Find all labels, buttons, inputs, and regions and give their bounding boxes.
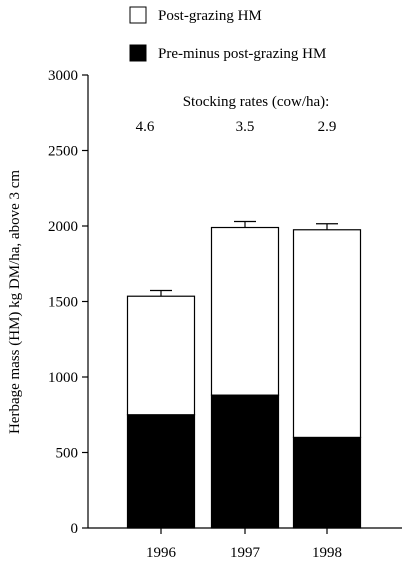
y-axis-label: Herbage mass (HM) kg DM/ha, above 3 cm [7, 170, 23, 434]
bar-segment-pre-minus-post [292, 436, 362, 529]
x-tick-label: 1996 [146, 545, 177, 561]
y-tick-label: 1000 [48, 370, 78, 386]
y-tick-label: 500 [56, 446, 79, 462]
stocking-rates-title: Stocking rates (cow/ha): [183, 94, 330, 110]
legend-swatch-pre-minus-post [129, 44, 147, 62]
bars [126, 220, 362, 529]
legend-label-pre-minus-post: Pre-minus post-grazing HM [158, 46, 326, 62]
y-tick-label: 0 [71, 521, 79, 537]
stocking-rate-value: 4.6 [136, 119, 155, 135]
bar-segment-post-grazing [210, 226, 280, 396]
bar-segment-pre-minus-post [126, 414, 196, 529]
annotations: Stocking rates (cow/ha): 4.6 3.5 2.9 [136, 94, 337, 135]
stocking-rate-value: 3.5 [236, 119, 255, 135]
x-tick-label: 1998 [312, 545, 342, 561]
bar-segment-pre-minus-post [210, 394, 280, 529]
legend-swatch-post-grazing [129, 6, 147, 24]
legend-label-post-grazing: Post-grazing HM [158, 8, 262, 24]
legend: Post-grazing HM Pre-minus post-grazing H… [129, 6, 326, 62]
bar-segment-post-grazing [292, 229, 362, 438]
y-tick-label: 2500 [48, 144, 78, 160]
stocking-rate-value: 2.9 [318, 119, 337, 135]
axes: 0 500 1000 1500 2000 2500 3000 1996 1997 1998 [48, 68, 402, 561]
y-tick-label: 1500 [48, 295, 78, 311]
x-tick-label: 1997 [230, 545, 261, 561]
y-tick-label: 3000 [48, 68, 78, 84]
y-tick-label: 2000 [48, 219, 78, 235]
bar-segment-post-grazing [126, 295, 196, 416]
